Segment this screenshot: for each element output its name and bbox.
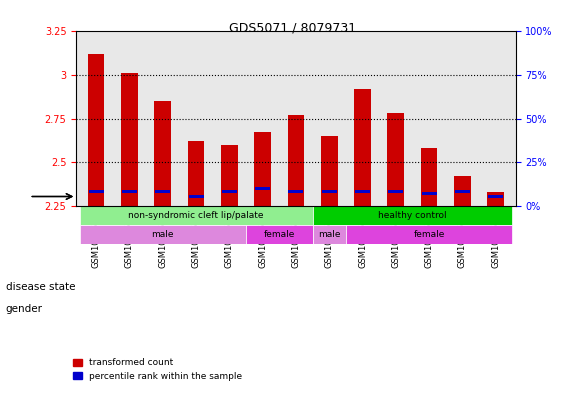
FancyBboxPatch shape [346,225,512,244]
Text: male: male [152,230,174,239]
Bar [387,113,404,206]
Bar [222,190,237,193]
Bar [389,190,403,193]
Bar [255,187,270,190]
FancyBboxPatch shape [312,225,346,244]
Bar [155,101,171,206]
Legend: transformed count, percentile rank within the sample: transformed count, percentile rank withi… [69,355,246,385]
Bar [354,89,371,206]
Bar [321,136,338,206]
Bar [88,54,104,206]
Bar [155,190,171,193]
Bar [121,73,138,206]
FancyBboxPatch shape [246,225,312,244]
Bar [488,192,504,206]
Bar [254,132,271,206]
Text: disease state: disease state [6,282,76,292]
Bar [488,195,503,198]
Bar [322,190,337,193]
Bar [421,148,437,206]
Text: healthy control: healthy control [378,211,447,220]
Text: gender: gender [6,303,43,314]
Bar [455,190,470,193]
Bar [188,141,205,206]
Text: male: male [318,230,340,239]
FancyBboxPatch shape [312,206,512,225]
FancyBboxPatch shape [80,206,312,225]
FancyBboxPatch shape [80,225,246,244]
Text: GDS5071 / 8079731: GDS5071 / 8079731 [230,22,356,35]
Bar [288,115,304,206]
Bar [288,190,304,193]
Bar [355,190,370,193]
Bar [421,192,437,195]
Text: non-syndromic cleft lip/palate: non-syndromic cleft lip/palate [128,211,264,220]
Text: female: female [264,230,295,239]
Text: female: female [414,230,445,239]
Bar [88,190,104,193]
Bar [454,176,471,206]
Bar [221,145,238,206]
Bar [189,195,203,198]
Bar [122,190,137,193]
